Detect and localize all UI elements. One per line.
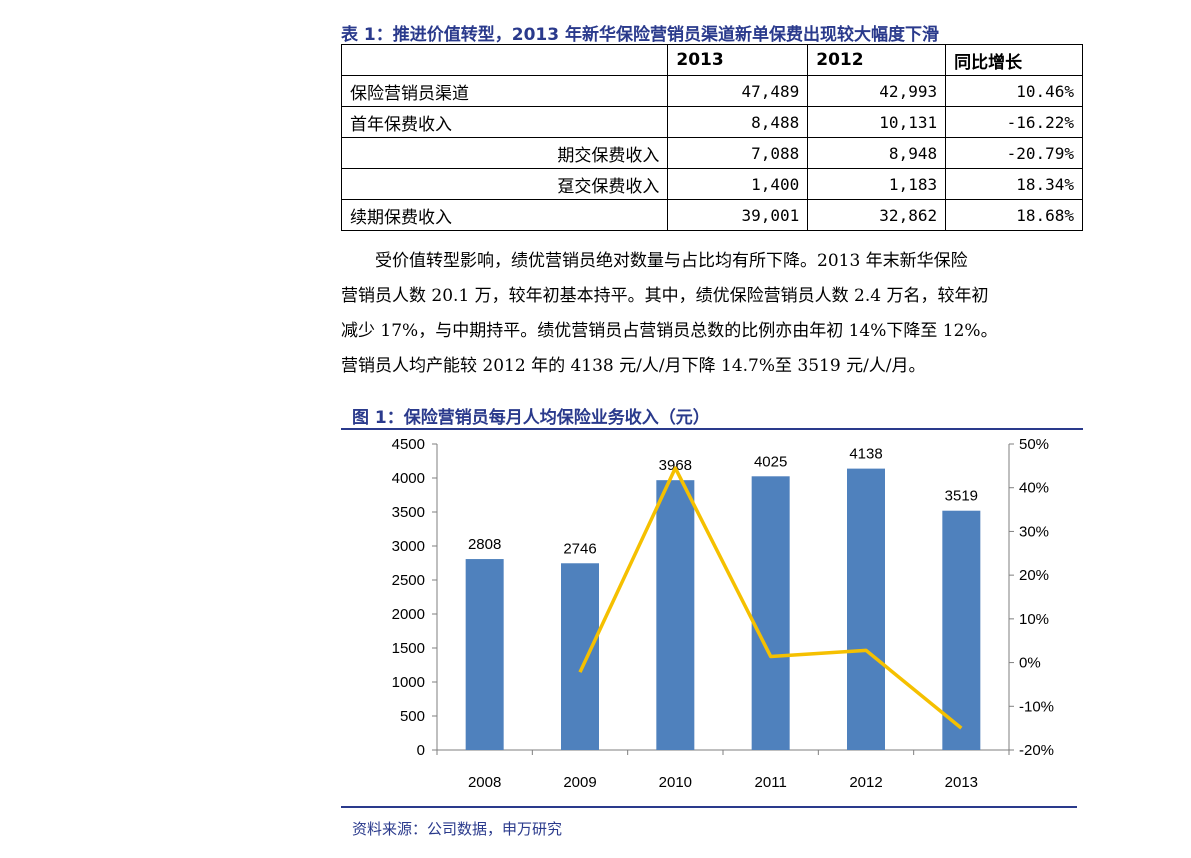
x-tick-label: 2010 [659,774,692,791]
cell-yoy: -16.22% [945,106,1083,138]
cell-2013: 1,400 [667,168,809,200]
right-tick-label: 40% [1019,480,1049,497]
bar-data-label: 4025 [754,453,787,470]
paragraph-line: 受价值转型影响，绩优营销员绝对数量与占比均有所下降。2013 年末新华保险 [375,251,968,271]
row-label: 续期保费收入 [340,199,669,231]
left-tick-label: 1500 [392,640,425,657]
right-tick-label: 20% [1019,567,1049,584]
source-note: 资料来源：公司数据，申万研究 [352,820,563,838]
bar-data-label: 4138 [849,446,882,463]
table-row: 续期保费收入 39,001 32,862 18.68% [340,199,1083,231]
left-tick-label: 0 [417,742,425,759]
right-tick-label: 30% [1019,523,1049,540]
right-tick-label: 50% [1019,436,1049,453]
cell-2013: 8,488 [667,106,809,138]
bar [465,559,504,750]
left-tick-label: 4000 [392,470,425,487]
right-tick-label: -10% [1019,698,1054,715]
bar-data-label: 3968 [659,457,692,474]
table-row: 趸交保费收入 1,400 1,183 18.34% [340,168,1083,200]
cell-2012: 8,948 [807,137,947,169]
paragraph-line: 营销员人数 20.1 万，较年初基本持平。其中，绩优保险营销员人数 2.4 万名… [341,286,989,306]
bar-data-label: 3519 [945,488,978,505]
table-title: 表 1：推进价值转型，2013 年新华保险营销员渠道新单保费出现较大幅度下滑 [341,25,939,45]
premium-table: 2013 2012 同比增长 保险营销员渠道 47,489 42,993 10.… [340,44,1083,231]
header-cell-yoy: 同比增长 [945,44,1083,76]
table-row: 首年保费收入 8,488 10,131 -16.22% [340,106,1083,138]
cell-2012: 42,993 [807,75,947,107]
row-label: 首年保费收入 [340,106,669,138]
header-cell-2012: 2012 [807,44,947,76]
cell-2012: 10,131 [807,106,947,138]
left-tick-label: 4500 [392,436,425,453]
table-row: 期交保费收入 7,088 8,948 -20.79% [340,137,1083,169]
cell-yoy: -20.79% [945,137,1083,169]
paragraph-line: 减少 17%，与中期持平。绩优营销员占营销员总数的比例亦由年初 14%下降至 1… [341,321,998,341]
figure-title: 图 1：保险营销员每月人均保险业务收入（元） [352,408,710,428]
table-header-row: 2013 2012 同比增长 [340,44,1083,76]
cell-yoy: 18.34% [945,168,1083,200]
cell-yoy: 18.68% [945,199,1083,231]
left-tick-label: 2500 [392,572,425,589]
table-row: 保险营销员渠道 47,489 42,993 10.46% [340,75,1083,107]
left-tick-label: 3500 [392,504,425,521]
right-tick-label: -20% [1019,742,1054,759]
bar-data-label: 2746 [563,540,596,557]
income-chart: 0 500 1000 1500 2000 2500 3000 3500 4000 4500 -20%… [392,436,1054,791]
left-tick-label: 3000 [392,538,425,555]
growth-line [578,466,963,730]
figure-title-rule [341,428,1083,430]
cell-2013: 39,001 [667,199,809,231]
cell-2012: 32,862 [807,199,947,231]
x-tick-label: 2013 [945,774,978,791]
right-tick-label: 10% [1019,611,1049,628]
x-tick-label: 2011 [755,774,787,791]
x-tick-label: 2008 [468,774,501,791]
bar [656,480,695,750]
row-label: 趸交保费收入 [340,168,669,200]
body-paragraph: 受价值转型影响，绩优营销员绝对数量与占比均有所下降。2013 年末新华保险 营销… [341,244,1081,384]
row-label: 期交保费收入 [340,137,669,169]
cell-2013: 7,088 [667,137,809,169]
bar [942,510,981,750]
bar [847,468,885,750]
left-tick-label: 1000 [392,674,425,691]
left-tick-label: 2000 [392,606,425,623]
source-rule [341,806,1077,808]
left-tick-label: 500 [400,708,425,725]
bar-data-label: 2808 [468,536,501,553]
x-tick-label: 2012 [849,774,882,791]
header-cell-label [340,44,669,76]
cell-2013: 47,489 [667,75,809,107]
header-cell-2013: 2013 [667,44,809,76]
row-label: 保险营销员渠道 [340,75,669,107]
bar [561,563,599,750]
cell-yoy: 10.46% [945,75,1083,107]
paragraph-line: 营销员人均产能较 2012 年的 4138 元/人/月下降 14.7%至 351… [341,356,926,376]
x-tick-label: 2009 [563,774,596,791]
cell-2012: 1,183 [807,168,947,200]
bar [751,476,790,750]
right-tick-label: 0% [1019,655,1041,672]
